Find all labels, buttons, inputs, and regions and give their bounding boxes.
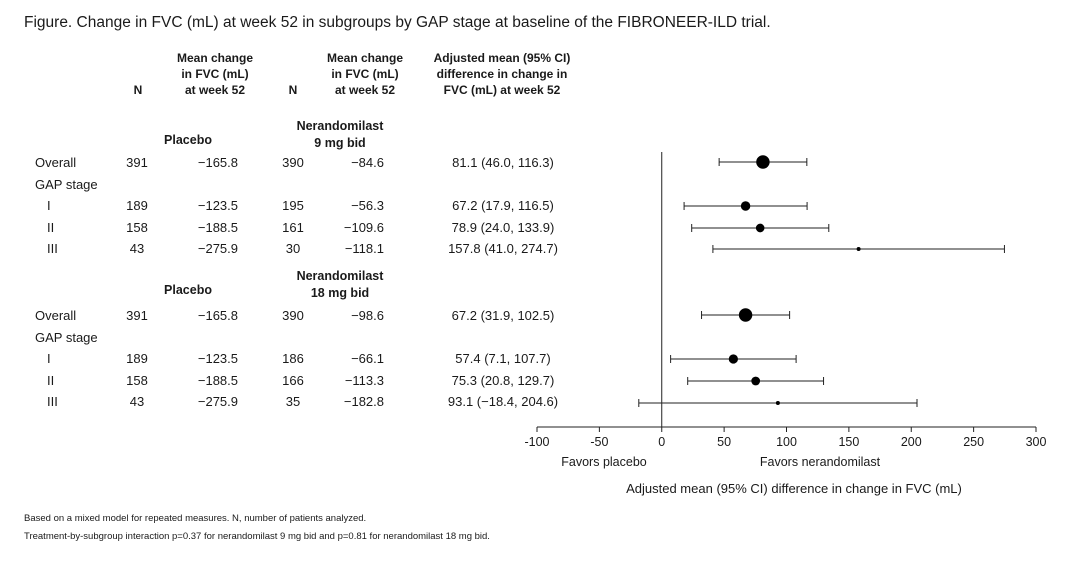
figure-title: Figure. Change in FVC (mL) at week 52 in…: [24, 14, 771, 31]
row-label: I: [47, 351, 51, 366]
header-line: FVC (mL) at week 52: [443, 83, 561, 97]
x-tick-label: 150: [838, 435, 859, 449]
row-label: GAP stage: [35, 329, 98, 345]
table-cell-n-trt: 30: [285, 241, 301, 256]
footnote: Treatment-by-subgroup interaction p=0.37…: [24, 531, 490, 542]
header-line: at week 52: [334, 83, 396, 97]
group-treatment-label: Nerandomilast 9 mg bid: [280, 118, 400, 152]
table-cell-mean-pbo: −188.5: [197, 219, 238, 235]
table-cell-mean-trt: −118.1: [344, 241, 384, 256]
table-cell-n-pbo: 189: [126, 198, 148, 213]
header-line: Mean change: [326, 51, 404, 65]
table-cell-mean-pbo: −275.9: [197, 241, 238, 256]
point-estimate: [856, 247, 861, 251]
point-estimate: [728, 354, 738, 364]
table-cell-n-pbo: 158: [126, 372, 148, 388]
header-n-treatment: N: [288, 83, 298, 97]
x-tick-label: 200: [901, 435, 922, 449]
header-line: Adjusted mean (95% CI): [433, 51, 571, 65]
treatment-label-line: 18 mg bid: [310, 286, 370, 300]
row-label: Overall: [35, 308, 77, 323]
table-cell-n-pbo: 391: [126, 308, 148, 323]
table-cell-n-trt: 161: [282, 219, 304, 235]
row-label: III: [47, 241, 58, 256]
table-cell-n-trt: 390: [282, 308, 304, 323]
table-cell-n-trt: 390: [282, 155, 304, 170]
favors-nerandomilast-label: Favors nerandomilast: [760, 455, 881, 469]
table-cell-n-pbo: 189: [126, 351, 148, 366]
table-cell-mean-trt: −109.6: [343, 219, 384, 235]
table-cell-mean-trt: −66.1: [351, 351, 384, 366]
row-label: Overall: [35, 155, 77, 170]
row-label: I: [47, 198, 51, 213]
table-cell-mean-pbo: −165.8: [197, 308, 238, 323]
x-tick-label: 100: [776, 435, 797, 449]
x-tick-label: -50: [590, 435, 608, 449]
row-label: II: [47, 372, 55, 388]
table-cell-mean-pbo: −123.5: [197, 351, 238, 366]
table-cell-n-pbo: 158: [126, 219, 148, 235]
table-cell-mean-pbo: −165.8: [197, 155, 238, 170]
table-cell-mean-trt: −84.6: [351, 155, 384, 170]
table-cell-n-trt: 195: [282, 198, 304, 213]
header-line: difference in change in: [436, 67, 568, 81]
point-estimate: [740, 201, 751, 211]
table-cell-mean-pbo: −188.5: [197, 372, 238, 388]
table-cell-mean-trt: −182.8: [343, 394, 384, 409]
table-cell-mean-pbo: −275.9: [197, 394, 238, 409]
table-cell-mean-trt: −113.3: [344, 372, 384, 388]
table-cell-mean-pbo: −123.5: [197, 198, 238, 213]
table-cell-ci-text: 67.2 (17.9, 116.5): [452, 198, 554, 213]
x-axis-label: Adjusted mean (95% CI) difference in cha…: [626, 481, 962, 496]
treatment-label-line: Nerandomilast: [296, 269, 384, 283]
header-mean-treatment: Mean change in FVC (mL) at week 52: [310, 50, 420, 98]
footnote: Based on a mixed model for repeated meas…: [24, 513, 367, 524]
x-tick-label: 250: [963, 435, 984, 449]
header-n-placebo: N: [133, 83, 143, 97]
table-cell-ci-text: 93.1 (−18.4, 204.6): [447, 394, 559, 409]
table-cell-n-trt: 35: [285, 394, 301, 409]
header-line: at week 52: [184, 83, 246, 97]
group-placebo-label: Placebo: [164, 133, 212, 147]
row-label: GAP stage: [35, 176, 98, 192]
point-estimate: [751, 376, 761, 386]
table-cell-ci-text: 81.1 (46.0, 116.3): [452, 155, 554, 170]
table-cell-mean-trt: −98.6: [351, 308, 384, 323]
table-cell-ci-text: 75.3 (20.8, 129.7): [451, 372, 555, 388]
header-line: in FVC (mL): [181, 67, 249, 81]
favors-placebo-label: Favors placebo: [561, 455, 647, 469]
treatment-label-line: Nerandomilast: [296, 119, 384, 133]
table-cell-ci-text: 78.9 (24.0, 133.9): [451, 219, 555, 235]
table-cell-ci-text: 157.8 (41.0, 274.7): [448, 241, 558, 256]
point-estimate: [756, 155, 770, 169]
x-tick-label: 0: [658, 435, 665, 449]
table-cell-ci-text: 57.4 (7.1, 107.7): [455, 351, 551, 366]
point-estimate: [755, 223, 765, 233]
table-cell-n-trt: 166: [282, 372, 304, 388]
x-tick-label: 50: [717, 435, 731, 449]
row-label: II: [47, 219, 55, 235]
header-line: Mean change: [176, 51, 254, 65]
header-line: in FVC (mL): [331, 67, 399, 81]
point-estimate: [775, 400, 780, 406]
table-cell-n-trt: 186: [282, 351, 304, 366]
table-cell-n-pbo: 43: [129, 241, 145, 256]
group-placebo-label: Placebo: [164, 283, 212, 297]
point-estimate: [738, 308, 753, 322]
row-label: III: [47, 394, 58, 409]
header-difference: Adjusted mean (95% CI) difference in cha…: [414, 50, 590, 98]
table-cell-n-pbo: 43: [129, 394, 145, 409]
x-tick-label: 300: [1026, 435, 1047, 449]
table-cell-mean-trt: −56.3: [351, 198, 384, 213]
table-cell-n-pbo: 391: [126, 155, 148, 170]
header-mean-placebo: Mean change in FVC (mL) at week 52: [160, 50, 270, 98]
table-cell-ci-text: 67.2 (31.9, 102.5): [451, 308, 555, 323]
x-tick-label: -100: [524, 435, 549, 449]
treatment-label-line: 9 mg bid: [314, 136, 366, 150]
group-treatment-label: Nerandomilast 18 mg bid: [280, 268, 400, 302]
